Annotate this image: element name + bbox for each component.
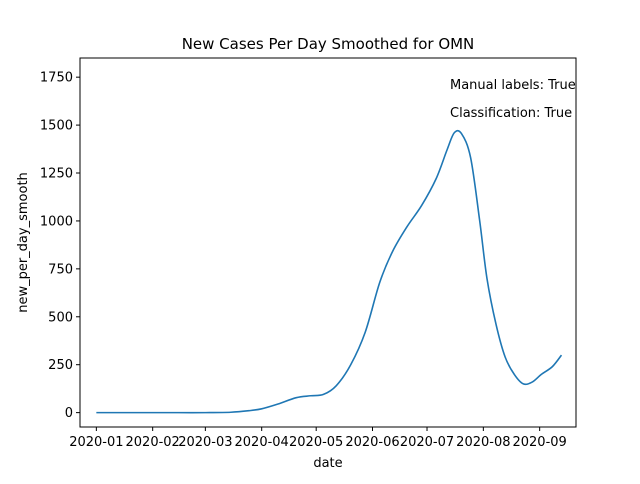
y-tick-label: 250 <box>48 358 73 373</box>
x-axis-label: date <box>313 456 342 471</box>
y-tick-label: 1750 <box>40 71 73 86</box>
y-tick-label: 750 <box>48 262 73 277</box>
axes-frame <box>79 57 577 428</box>
x-tick-label: 2020-04 <box>235 435 289 450</box>
y-tick-label: 1000 <box>40 214 73 229</box>
y-tick-label: 0 <box>65 406 73 421</box>
annotation-classification: Classification: True <box>450 106 572 121</box>
x-tick-label: 2020-05 <box>289 435 343 450</box>
x-tick-label: 2020-06 <box>345 435 399 450</box>
series-line <box>96 129 563 414</box>
y-axis-label: new_per_day_smooth <box>16 172 31 313</box>
x-tick-label: 2020-09 <box>512 435 566 450</box>
chart-title: New Cases Per Day Smoothed for OMN <box>182 35 475 53</box>
y-tick-label: 1250 <box>40 167 73 182</box>
annotation-manual-labels: Manual labels: True <box>450 78 576 93</box>
x-tick-label: 2020-01 <box>69 435 123 450</box>
x-tick-label: 2020-03 <box>178 435 232 450</box>
x-tick-label: 2020-02 <box>126 435 180 450</box>
y-tick-label: 1500 <box>40 119 73 134</box>
x-tick-label: 2020-08 <box>456 435 510 450</box>
x-tick-label: 2020-07 <box>400 435 454 450</box>
y-tick-label: 500 <box>48 310 73 325</box>
